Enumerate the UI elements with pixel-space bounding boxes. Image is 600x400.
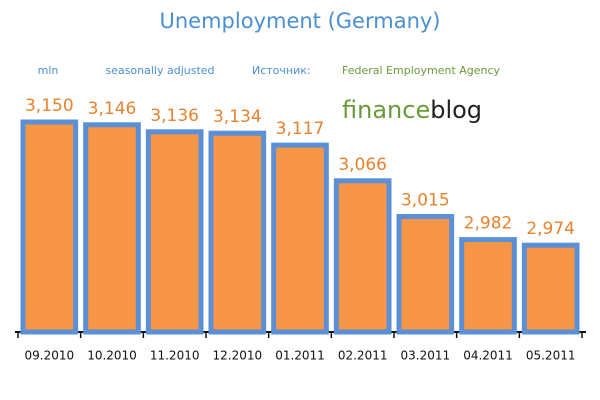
x-tick-label: 02.2011 <box>338 349 388 363</box>
x-tick-label: 09.2010 <box>25 349 75 363</box>
value-label: 3,117 <box>276 119 325 139</box>
x-tick-label: 01.2011 <box>275 349 325 363</box>
x-tick-label: 05.2011 <box>526 349 576 363</box>
value-label: 3,015 <box>401 191 450 211</box>
logo: financeblog <box>342 96 482 124</box>
value-label: 3,150 <box>25 96 74 116</box>
value-label: 3,146 <box>88 99 137 119</box>
value-label: 2,982 <box>464 214 513 234</box>
bar <box>396 214 455 335</box>
bar <box>20 119 79 335</box>
bar <box>271 142 329 335</box>
x-tick-label: 10.2010 <box>87 349 137 363</box>
adjustment-note: seasonally adjusted <box>105 64 214 77</box>
bar <box>459 237 517 335</box>
bar <box>145 129 204 335</box>
source: Federal Employment Agency <box>342 64 501 77</box>
value-label: 3,066 <box>338 155 387 175</box>
unit-note: mln <box>38 64 59 77</box>
source-label: Источник: <box>252 64 311 77</box>
bar <box>83 122 141 335</box>
bar <box>333 178 392 335</box>
x-tick-label: 03.2011 <box>401 349 451 363</box>
chart-title: Unemployment (Germany) <box>160 9 441 33</box>
bar <box>521 242 580 335</box>
x-tick-label: 12.2010 <box>213 349 263 363</box>
x-tick-label: 11.2010 <box>150 349 200 363</box>
value-label: 3,136 <box>150 106 199 126</box>
bar <box>208 130 267 335</box>
x-tick-label: 04.2011 <box>463 349 513 363</box>
logo-part: blog <box>430 96 482 124</box>
logo-part: finance <box>342 96 430 124</box>
value-label: 2,974 <box>526 219 575 239</box>
value-label: 3,134 <box>213 107 262 127</box>
